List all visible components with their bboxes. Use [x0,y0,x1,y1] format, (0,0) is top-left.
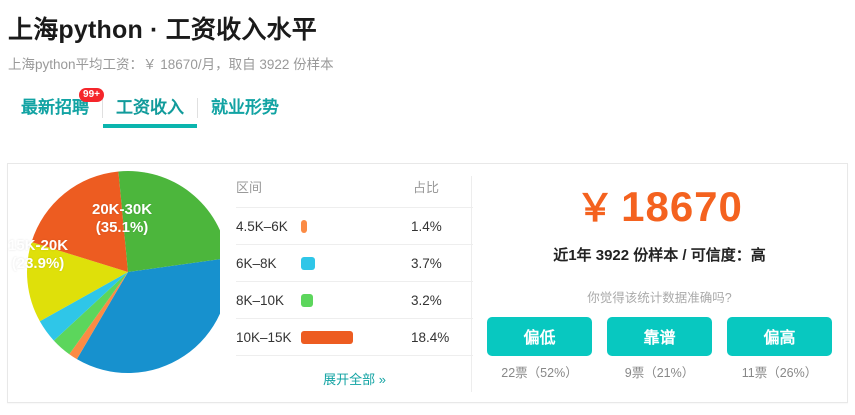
tab-divider-1 [102,98,103,118]
table-row: 10K–15K 18.4% [236,318,473,356]
tab-bar: 最新招聘 99+ 工资收入 就业形势 [0,88,855,128]
pie-slice [69,272,128,360]
tab-employment-situation[interactable]: 就业形势 [198,97,292,127]
vote-low-count: 22票（52%） [501,366,578,380]
vote-button-row: 偏低 22票（52%） 靠谱 9票（21%） 偏高 11票（26%） [472,317,847,381]
vote-option-accurate: 靠谱 9票（21%） [607,317,712,381]
cell-range: 10K–15K [236,318,301,356]
page-subtitle: 上海python平均工资：￥ 18670/月，取自 3922 份样本 [8,57,334,72]
tab-label: 工资收入 [116,98,184,117]
table-row: 6K–8K 3.7% [236,244,473,282]
tab-latest-jobs[interactable]: 最新招聘 99+ [8,88,104,127]
cell-range: 8K–10K [236,281,301,319]
salary-stats-card: 20K-30K (35.1%) 15K-20K (23.9%) 区间 占比 4.… [7,163,848,403]
cell-percent: 3.7% [411,244,473,282]
panel-divider [471,176,472,392]
vote-option-low: 偏低 22票（52%） [487,317,592,381]
currency-symbol: ￥ [576,188,616,230]
tab-salary-income[interactable]: 工资收入 [103,97,197,128]
vote-accurate-button[interactable]: 靠谱 [607,317,712,356]
table-header-row: 区间 占比 [236,164,473,208]
vote-option-high: 偏高 11票（26%） [727,317,832,381]
cell-percent: 18.4% [411,318,473,356]
vote-question: 你觉得该统计数据准确吗? [587,291,732,305]
distribution-table-area: 区间 占比 4.5K–6K 1.4% 6K–8K 3.7% 8K–10K 3.2% 10K–… [236,164,473,402]
salary-distribution-pie-chart: 20K-30K (35.1%) 15K-20K (23.9%) [0,161,220,376]
tab-label: 最新招聘 [21,98,89,117]
average-salary-value: ￥ 18670 [472,183,847,233]
distribution-bar [301,294,313,308]
average-salary-panel: ￥ 18670 近1年 3922 份样本 / 可信度：高 你觉得该统计数据准确吗?… [472,164,847,402]
pie-slice [39,272,128,341]
cell-range: 6K–8K [236,244,301,282]
expand-all-link[interactable]: 展开全部 » [323,372,386,387]
header: 上海python · 工资收入水平 上海python平均工资：￥ 18670/月… [0,0,855,74]
table-row: 8K–10K 3.2% [236,281,473,319]
pie-slice [31,171,129,272]
cell-bar [301,244,411,282]
pie-svg [27,171,220,373]
column-header-range: 区间 [236,164,301,208]
distribution-bar [301,257,315,271]
tab-divider-2 [197,98,198,118]
tab-active-underline [103,124,197,128]
vote-high-button[interactable]: 偏高 [727,317,832,356]
sample-size-credibility: 近1年 3922 份样本 / 可信度：高 [553,247,766,264]
cell-bar [301,207,411,245]
vote-low-button[interactable]: 偏低 [487,317,592,356]
pie-slice [27,242,128,322]
notification-badge: 99+ [79,88,104,102]
cell-percent: 1.4% [411,207,473,245]
distribution-bar [301,331,353,345]
tab-label: 就业形势 [211,98,279,117]
cell-bar [301,318,411,356]
distribution-bar [301,220,307,234]
cell-bar [301,281,411,319]
column-header-pct: 占比 [411,164,473,208]
vote-accurate-count: 9票（21%） [624,366,695,380]
pie-slice [76,259,220,373]
pie-slice [118,171,220,272]
cell-range: 4.5K–6K [236,207,301,245]
column-header-bar [301,164,411,208]
salary-amount: 18670 [621,183,743,230]
cell-percent: 3.2% [411,281,473,319]
pie-slice [53,272,128,355]
distribution-table: 区间 占比 4.5K–6K 1.4% 6K–8K 3.7% 8K–10K 3.2% 10K–… [236,164,473,356]
page-title: 上海python · 工资收入水平 [8,16,317,44]
vote-high-count: 11票（26%） [741,366,818,380]
table-row: 4.5K–6K 1.4% [236,207,473,245]
